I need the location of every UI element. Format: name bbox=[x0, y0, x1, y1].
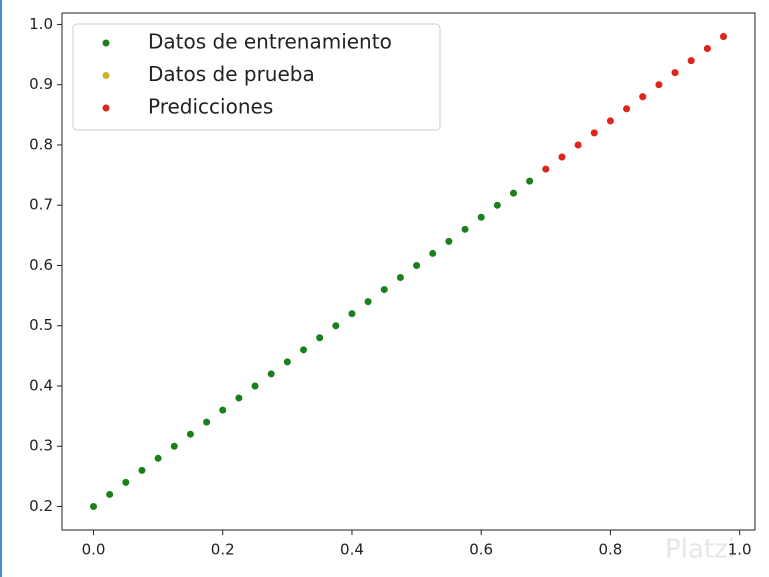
x-tick-label: 1.0 bbox=[728, 541, 752, 559]
x-tick-label: 0.4 bbox=[340, 541, 364, 559]
point bbox=[186, 430, 194, 438]
point bbox=[300, 346, 307, 354]
point bbox=[364, 298, 372, 306]
point bbox=[445, 237, 453, 245]
y-tick-label: 0.8 bbox=[29, 135, 53, 153]
point bbox=[606, 117, 614, 125]
y-tick-label: 1.0 bbox=[29, 15, 53, 33]
point bbox=[493, 201, 501, 209]
point bbox=[283, 358, 291, 366]
point bbox=[720, 33, 727, 40]
legend-marker bbox=[102, 104, 110, 112]
x-tick-label: 0.8 bbox=[598, 541, 622, 559]
point bbox=[348, 310, 356, 318]
point bbox=[413, 261, 421, 269]
point bbox=[542, 165, 550, 173]
x-tick-label: 0.2 bbox=[211, 541, 235, 559]
point bbox=[429, 249, 437, 257]
y-tick-label: 0.4 bbox=[29, 376, 53, 394]
point bbox=[687, 57, 695, 65]
legend-label: Datos de prueba bbox=[148, 62, 315, 86]
x-tick-label: 0.6 bbox=[469, 541, 493, 559]
y-tick-label: 0.5 bbox=[29, 316, 53, 334]
point bbox=[623, 105, 631, 113]
watermark: Platzi bbox=[665, 535, 735, 565]
point bbox=[203, 418, 211, 426]
point bbox=[639, 93, 647, 101]
point bbox=[461, 225, 469, 233]
point bbox=[703, 45, 711, 53]
point bbox=[154, 454, 162, 462]
point bbox=[477, 213, 485, 221]
point bbox=[396, 274, 404, 282]
point bbox=[90, 503, 97, 510]
legend-marker bbox=[102, 72, 110, 79]
point bbox=[219, 406, 227, 414]
point bbox=[380, 286, 388, 294]
point bbox=[510, 189, 517, 197]
y-tick-label: 0.7 bbox=[29, 196, 53, 214]
point bbox=[574, 141, 582, 149]
point bbox=[106, 490, 114, 498]
legend-label: Predicciones bbox=[148, 95, 273, 119]
point bbox=[122, 478, 130, 486]
legend-label: Datos de entrenamiento bbox=[148, 30, 392, 54]
legend-marker bbox=[102, 39, 110, 47]
x-tick-label: 0.0 bbox=[82, 541, 106, 559]
y-tick-label: 0.3 bbox=[29, 437, 53, 455]
point bbox=[671, 69, 679, 77]
legend-box bbox=[72, 23, 441, 131]
plot-frame bbox=[61, 12, 756, 531]
point bbox=[590, 129, 598, 137]
point bbox=[138, 466, 146, 474]
point bbox=[316, 334, 324, 342]
point bbox=[267, 370, 275, 378]
point bbox=[558, 153, 566, 161]
point bbox=[526, 177, 534, 185]
point bbox=[251, 382, 259, 390]
y-tick-label: 0.9 bbox=[29, 75, 53, 93]
point bbox=[332, 322, 340, 330]
frame-edge bbox=[0, 0, 2, 577]
y-tick-label: 0.6 bbox=[29, 256, 53, 274]
point bbox=[170, 442, 178, 450]
point bbox=[655, 81, 663, 89]
y-tick-label: 0.2 bbox=[29, 497, 53, 515]
point bbox=[235, 394, 243, 402]
